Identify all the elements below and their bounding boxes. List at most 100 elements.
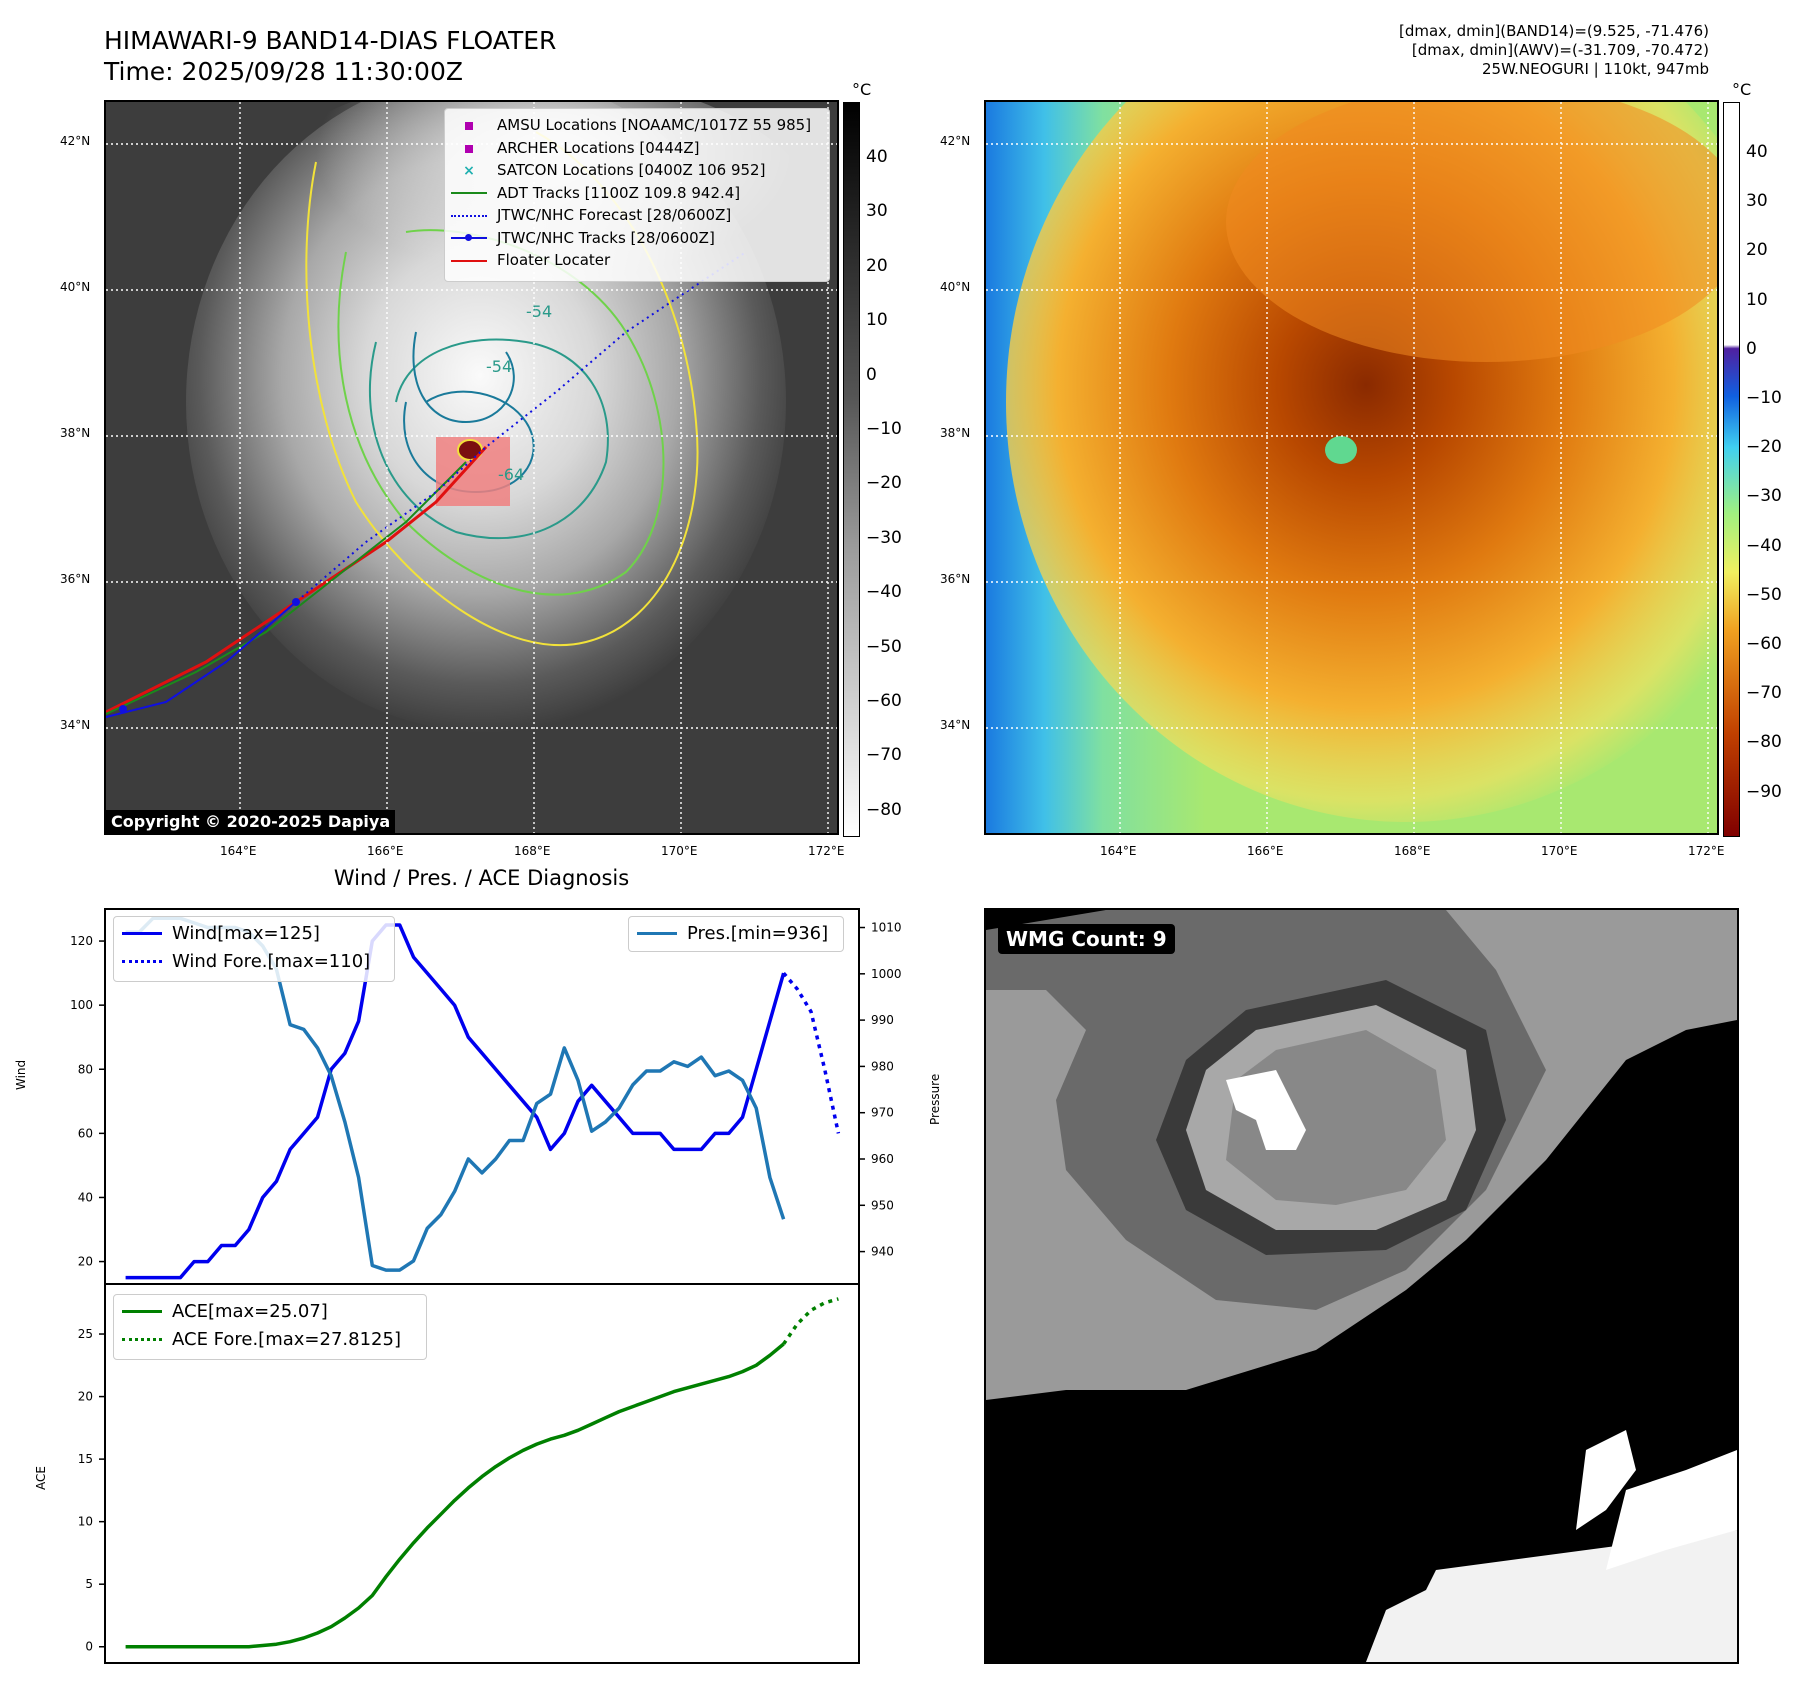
legend-marker-icon: × bbox=[463, 163, 475, 179]
ir-legend-label: JTWC/NHC Forecast [28/0600Z] bbox=[497, 206, 732, 224]
ir-legend-item: JTWC/NHC Tracks [28/0600Z] bbox=[451, 228, 715, 248]
wmg-image bbox=[986, 910, 1737, 1662]
legend-marker-icon bbox=[451, 139, 487, 157]
lon-tick-label: 168°E bbox=[1394, 844, 1431, 858]
colorbar-tick-label: −70 bbox=[1746, 683, 1782, 704]
legend-marker-icon bbox=[451, 116, 487, 134]
lon-tick-label: 170°E bbox=[1541, 844, 1578, 858]
lon-tick-label: 166°E bbox=[1247, 844, 1284, 858]
y-right-tick-label: 1000 bbox=[871, 967, 902, 981]
chart-title: Wind / Pres. / ACE Diagnosis bbox=[333, 866, 630, 890]
contour-label: -54 bbox=[486, 357, 512, 376]
y-right-tick-label: 1010 bbox=[871, 921, 902, 935]
wind-axis-label: Wind bbox=[14, 1059, 28, 1090]
y-tick-label: 20 bbox=[78, 1255, 93, 1269]
y-tick-label: 10 bbox=[78, 1515, 93, 1529]
ir-satellite-panel: -64 -54 -54 Copyright © 2020-2025 Dapiya… bbox=[104, 100, 839, 835]
ir-legend-item: ADT Tracks [1100Z 109.8 942.4] bbox=[451, 183, 740, 203]
ir-colorbar-unit: °C bbox=[852, 80, 872, 99]
colorbar-tick-label: −40 bbox=[1746, 535, 1782, 556]
ir-legend-item: Floater Locater bbox=[451, 250, 610, 270]
lat-tick-label: 38°N bbox=[940, 426, 971, 440]
colorbar-tick-label: −90 bbox=[1746, 781, 1782, 802]
ir-legend-label: AMSU Locations [NOAAMC/1017Z 55 985] bbox=[497, 116, 812, 134]
info-line2: [dmax, dmin](AWV)=(-31.709, -70.472) bbox=[1411, 41, 1709, 59]
ir-legend: AMSU Locations [NOAAMC/1017Z 55 985] ARCH… bbox=[444, 108, 830, 282]
lat-tick-label: 40°N bbox=[60, 280, 91, 294]
ir-legend-label: SATCON Locations [0400Z 106 952] bbox=[497, 161, 766, 179]
awv-colorbar-unit: °C bbox=[1732, 80, 1752, 99]
y-tick-label: 15 bbox=[78, 1452, 93, 1466]
colorbar-tick-label: −20 bbox=[1746, 437, 1782, 458]
info-line1: [dmax, dmin](BAND14)=(9.525, -71.476) bbox=[1398, 22, 1709, 40]
wmg-count-badge: WMG Count: 9 bbox=[998, 924, 1175, 954]
colorbar-tick-label: 30 bbox=[866, 201, 888, 222]
y-right-tick-label: 980 bbox=[871, 1059, 894, 1073]
lon-tick-label: 164°E bbox=[1100, 844, 1137, 858]
colorbar-tick-label: −20 bbox=[866, 473, 902, 494]
lon-tick-label: 164°E bbox=[220, 844, 257, 858]
ir-legend-label: Floater Locater bbox=[497, 251, 611, 269]
pressure-legend: Pres.[min=936] bbox=[628, 916, 844, 952]
lat-tick-label: 34°N bbox=[940, 718, 971, 732]
colorbar-tick-label: 20 bbox=[1746, 240, 1768, 261]
lon-tick-label: 172°E bbox=[808, 844, 845, 858]
lon-tick-label: 172°E bbox=[1688, 844, 1725, 858]
colorbar-tick-label: −10 bbox=[866, 419, 902, 439]
colorbar-tick-label: 30 bbox=[1746, 191, 1768, 212]
lat-tick-label: 40°N bbox=[940, 280, 971, 294]
copyright-label: Copyright © 2020-2025 Dapiya bbox=[106, 810, 396, 833]
legend-marker-icon bbox=[451, 206, 487, 224]
ir-legend-label: ARCHER Locations [0444Z] bbox=[497, 138, 700, 157]
y-tick-label: 20 bbox=[78, 1390, 93, 1404]
wind-legend: Wind[max=125] Wind Fore.[max=110] bbox=[113, 916, 395, 982]
colorbar-tick-label: 40 bbox=[1746, 142, 1768, 162]
colorbar-tick-label: −80 bbox=[866, 799, 902, 820]
ir-legend-label: ADT Tracks [1100Z 109.8 942.4] bbox=[497, 183, 741, 202]
y-tick-label: 40 bbox=[78, 1190, 93, 1204]
ace-axis-label: ACE bbox=[34, 1466, 48, 1490]
wmg-panel: WMG Count: 9 bbox=[984, 908, 1739, 1664]
colorbar-tick-label: −50 bbox=[866, 636, 902, 657]
colorbar-tick-label: 0 bbox=[866, 364, 877, 385]
lat-tick-label: 36°N bbox=[940, 572, 971, 586]
wind-forecast-legend-label: Wind Fore.[max=110] bbox=[172, 951, 371, 972]
colorbar-tick-label: −60 bbox=[866, 691, 902, 711]
figure-title-line2: Time: 2025/09/28 11:30:00Z bbox=[104, 57, 463, 86]
series-line bbox=[782, 1297, 839, 1345]
colorbar-tick-label: 20 bbox=[866, 255, 888, 276]
wind-legend-label: Wind[max=125] bbox=[172, 923, 320, 944]
y-tick-label: 0 bbox=[85, 1640, 93, 1654]
lon-tick-label: 168°E bbox=[514, 844, 551, 858]
ace-legend: ACE[max=25.07] ACE Fore.[max=27.8125] bbox=[113, 1294, 427, 1360]
colorbar-tick-label: −30 bbox=[1746, 486, 1782, 507]
ace-chart: 0 5 10 15 20 25 bbox=[78, 1283, 860, 1664]
y-right-tick-label: 960 bbox=[871, 1152, 894, 1166]
series-line bbox=[125, 1342, 785, 1649]
ir-legend-item: ARCHER Locations [0444Z] bbox=[451, 138, 700, 158]
y-right-tick-label: 990 bbox=[871, 1013, 894, 1027]
legend-marker-icon bbox=[451, 251, 487, 269]
contour-label: -54 bbox=[526, 302, 552, 321]
colorbar-tick-label: 40 bbox=[866, 147, 888, 167]
ir-colorbar bbox=[843, 102, 860, 837]
y-tick-label: 5 bbox=[85, 1577, 93, 1591]
colorbar-tick-label: −10 bbox=[1746, 388, 1782, 408]
y-right-tick-label: 970 bbox=[871, 1106, 894, 1120]
ace-forecast-legend-label: ACE Fore.[max=27.8125] bbox=[172, 1329, 401, 1350]
ir-legend-item: AMSU Locations [NOAAMC/1017Z 55 985] bbox=[451, 115, 811, 135]
awv-satellite-panel bbox=[984, 100, 1719, 835]
ir-legend-label: JTWC/NHC Tracks [28/0600Z] bbox=[497, 228, 715, 247]
lat-tick-label: 42°N bbox=[940, 134, 971, 148]
awv-satellite-image bbox=[986, 102, 1717, 833]
lat-tick-label: 38°N bbox=[60, 426, 91, 440]
y-right-tick-label: 950 bbox=[871, 1198, 894, 1212]
colorbar-tick-label: −30 bbox=[866, 527, 902, 548]
lat-tick-label: 36°N bbox=[60, 572, 91, 586]
colorbar-tick-label: −40 bbox=[866, 582, 902, 603]
info-line3: 25W.NEOGURI | 110kt, 947mb bbox=[1481, 60, 1709, 78]
y-tick-label: 60 bbox=[78, 1126, 93, 1140]
pressure-legend-label: Pres.[min=936] bbox=[687, 923, 829, 944]
pressure-axis-label: Pressure bbox=[928, 1073, 942, 1125]
lon-tick-label: 166°E bbox=[367, 844, 404, 858]
